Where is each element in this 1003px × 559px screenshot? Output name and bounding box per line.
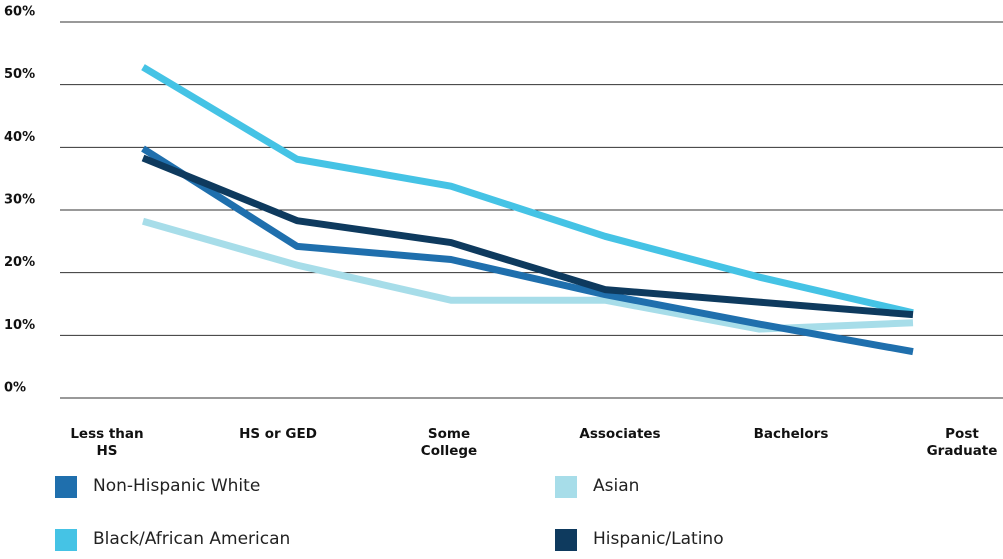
legend-swatch [555, 476, 577, 498]
y-tick-label: 30% [4, 193, 35, 208]
series-line [141, 154, 914, 319]
x-tick-label: Associates [579, 426, 661, 442]
legend-swatch [55, 476, 77, 498]
legend-label: Asian [593, 476, 640, 496]
y-tick-label: 20% [4, 255, 35, 270]
x-tick-label: Bachelors [753, 426, 829, 442]
x-tick-label: HS or GED [239, 426, 317, 442]
x-tick-label: Some College [420, 426, 478, 459]
series-line [141, 145, 914, 356]
y-tick-label: 10% [4, 318, 35, 333]
legend-label: Non-Hispanic White [93, 476, 261, 496]
legend-label: Black/African American [93, 529, 291, 549]
x-tick-label: Post Graduate [926, 426, 998, 459]
x-tick-label: Less than HS [70, 426, 144, 459]
legend-label: Hispanic/Latino [593, 529, 724, 549]
series-line [141, 64, 914, 317]
y-tick-label: 50% [4, 67, 35, 82]
y-tick-label: 40% [4, 130, 35, 145]
legend-swatch [555, 529, 577, 551]
y-tick-label: 60% [4, 5, 35, 20]
y-tick-label: 0% [4, 381, 26, 396]
legend-swatch [55, 529, 77, 551]
